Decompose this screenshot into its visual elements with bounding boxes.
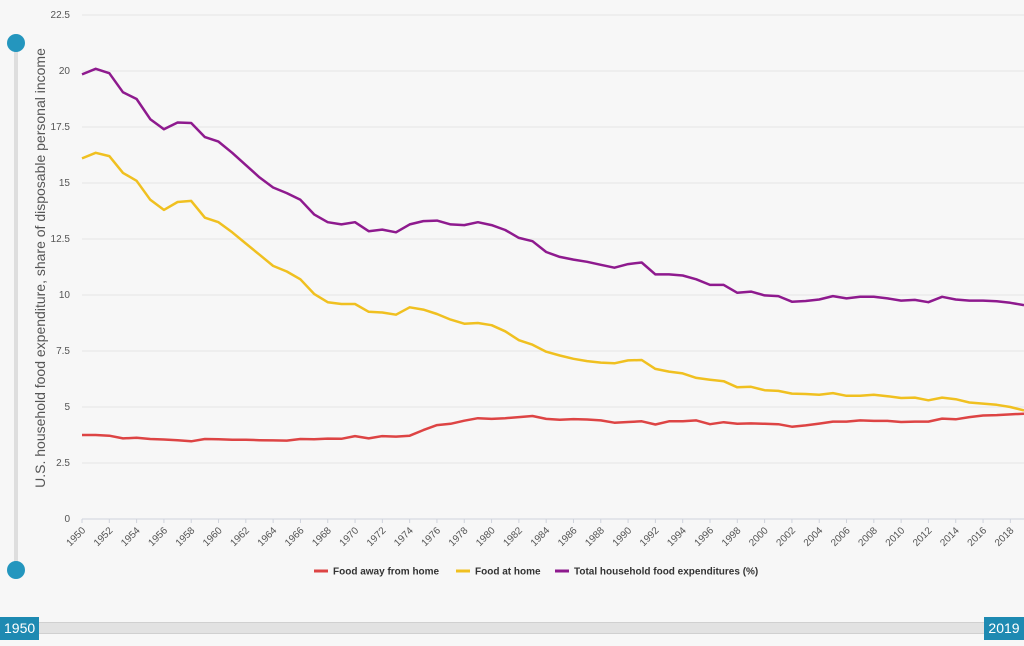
x-tick-label: 1976	[420, 525, 444, 549]
x-tick-label: 1956	[147, 525, 171, 549]
x-tick-label: 1960	[201, 525, 225, 549]
legend-item-label[interactable]: Total household food expenditures (%)	[574, 567, 758, 578]
x-tick-label: 2000	[747, 525, 771, 549]
x-tick-label: 1950	[65, 525, 89, 549]
x-tick-label: 1996	[693, 525, 717, 549]
series-line-0[interactable]	[82, 412, 1024, 443]
y-tick-label: 10	[59, 290, 71, 301]
x-tick-label: 1986	[556, 525, 580, 549]
x-tick-label: 2010	[884, 525, 908, 549]
x-axis: 1950 1952 1954 1956 1958 1960 1962 1964 1966 1968…	[65, 519, 1017, 549]
x-tick-label: 1970	[338, 525, 362, 549]
series-line-1[interactable]	[81, 151, 1024, 412]
x-tick-label: 1998	[720, 525, 744, 549]
x-tick-label: 1982	[501, 525, 525, 549]
x-tick-label: 1962	[228, 525, 252, 549]
x-tick-label: 1958	[174, 525, 198, 549]
x-tick-label: 1972	[365, 525, 389, 549]
legend-item-label[interactable]: Food at home	[475, 567, 541, 578]
x-tick-label: 2008	[856, 525, 880, 549]
vertical-slider-bottom-handle[interactable]	[7, 561, 25, 579]
x-tick-label: 1984	[529, 525, 553, 549]
x-tick-label: 2006	[829, 525, 853, 549]
y-tick-label: 20	[59, 66, 71, 77]
x-tick-label: 1952	[92, 525, 116, 549]
y-tick-label: 2.5	[56, 458, 70, 469]
chart-grid	[82, 14, 1024, 520]
year-slider-start-handle[interactable]: 1950	[0, 617, 39, 640]
legend-item-label[interactable]: Food away from home	[333, 567, 440, 578]
x-tick-label: 1974	[392, 525, 416, 549]
x-tick-label: 1994	[665, 525, 689, 549]
x-tick-label: 1990	[611, 525, 635, 549]
y-axis: 0 2.5 5 7.5 10 12.5 15 17.5 20 22.5	[51, 10, 71, 525]
y-axis-title: U.S. household food expenditure, share o…	[32, 48, 48, 488]
x-tick-label: 2016	[966, 525, 990, 549]
x-tick-label: 1964	[256, 525, 280, 549]
x-tick-label: 1968	[310, 525, 334, 549]
y-tick-label: 7.5	[56, 346, 70, 357]
vertical-slider-top-handle[interactable]	[7, 34, 25, 52]
x-tick-label: 2002	[775, 525, 799, 549]
x-tick-label: 2014	[938, 525, 962, 549]
y-tick-label: 12.5	[51, 234, 71, 245]
year-slider-end-handle[interactable]: 2019	[984, 617, 1024, 640]
chart-series	[81, 67, 1024, 443]
x-tick-label: 2004	[802, 525, 826, 549]
x-tick-label: 2018	[993, 525, 1017, 549]
x-tick-label: 1988	[583, 525, 607, 549]
x-tick-label: 1966	[283, 525, 307, 549]
series-line-2[interactable]	[81, 67, 1024, 307]
y-tick-label: 22.5	[51, 10, 71, 21]
y-tick-label: 0	[64, 514, 70, 525]
x-tick-label: 2012	[911, 525, 935, 549]
vertical-range-slider-track[interactable]	[14, 40, 18, 572]
y-tick-label: 5	[64, 402, 70, 413]
year-range-slider-track[interactable]	[38, 622, 988, 634]
x-tick-label: 1980	[474, 525, 498, 549]
y-tick-label: 17.5	[51, 122, 71, 133]
chart-legend: Food away from home Food at home Total hou…	[314, 567, 758, 578]
x-tick-label: 1992	[638, 525, 662, 549]
x-tick-label: 1954	[119, 525, 143, 549]
x-tick-label: 1978	[447, 525, 471, 549]
y-tick-label: 15	[59, 178, 71, 189]
